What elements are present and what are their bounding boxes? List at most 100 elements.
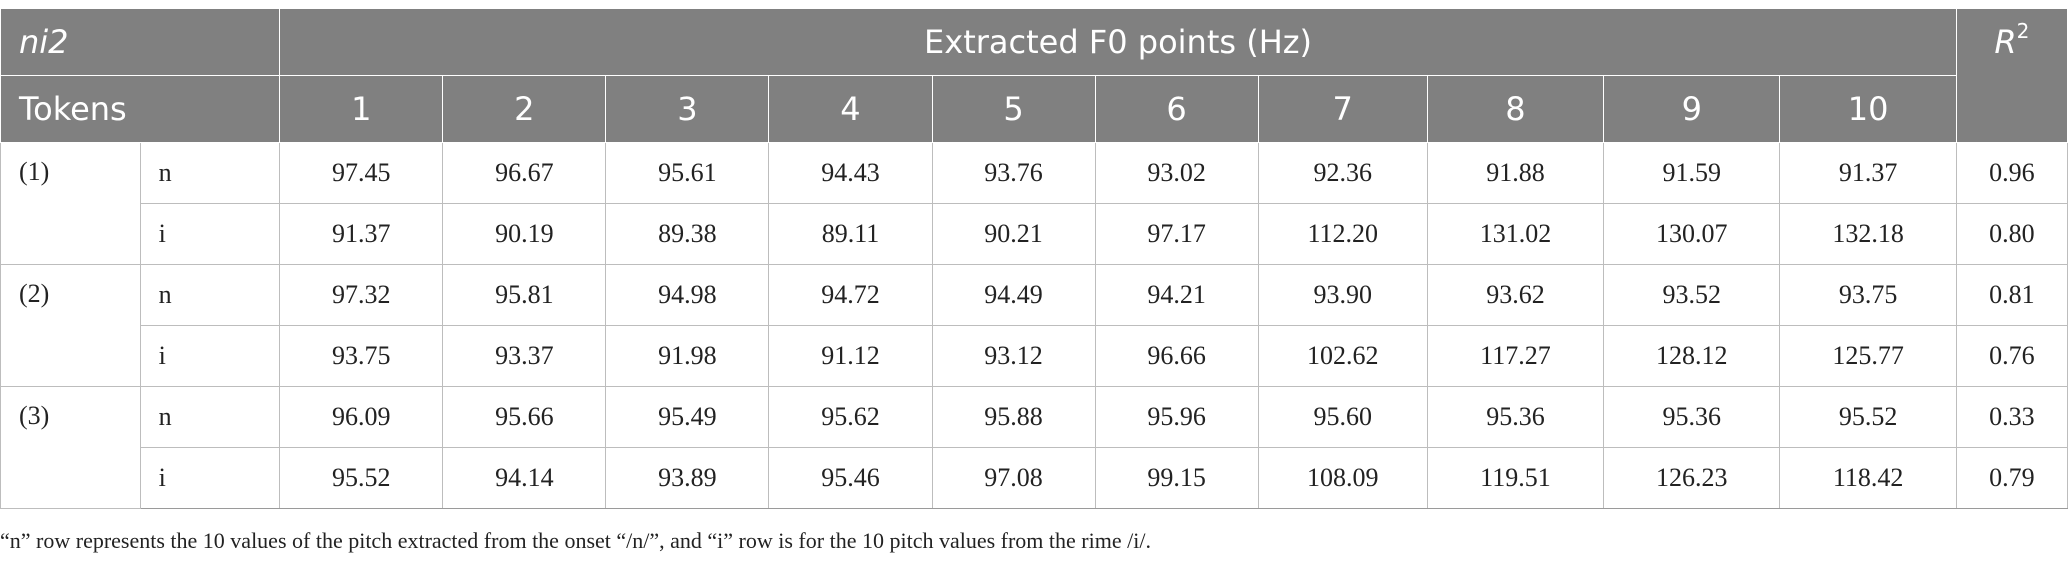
table-row: i 91.37 90.19 89.38 89.11 90.21 97.17 112.20 131… — [1, 203, 2068, 265]
point-header-5: 5 — [931, 75, 1096, 143]
r2-value-cell: 0.80 — [1955, 203, 2068, 265]
f0-value-cell: 95.36 — [1426, 386, 1605, 448]
f0-value-cell: 93.89 — [605, 447, 770, 509]
f0-value-cell: 126.23 — [1603, 447, 1781, 509]
f0-value-cell: 93.76 — [931, 142, 1096, 204]
table-row: (1) n 97.45 96.67 95.61 94.43 93.76 93.02 92.36 9… — [0, 142, 2068, 265]
f0-table: ni2 Extracted F0 points (Hz) R2 Tokens 1… — [0, 8, 2068, 509]
f0-value-cell: 95.49 — [605, 386, 770, 448]
f0-value-cell: 91.98 — [605, 325, 770, 387]
f0-value-cell: 96.09 — [279, 386, 444, 448]
point-header-1: 1 — [279, 75, 444, 143]
f0-value-cell: 94.14 — [442, 447, 607, 509]
token-label: (1) — [0, 142, 141, 265]
f0-value-cell: 131.02 — [1426, 203, 1605, 265]
f0-value-cell: 95.96 — [1094, 386, 1259, 448]
f0-value-cell: 94.21 — [1094, 264, 1259, 326]
segment-label: n — [139, 386, 281, 448]
f0-value-cell: 97.08 — [931, 447, 1096, 509]
f0-value-cell: 94.43 — [768, 142, 933, 204]
segment-label: i — [139, 447, 281, 509]
table-row: i 93.75 93.37 91.98 91.12 93.12 96.66 102.62 117… — [1, 325, 2068, 387]
table-body: (1) n 97.45 96.67 95.61 94.43 93.76 93.02 92.36 9… — [0, 142, 2068, 509]
segment-label: n — [139, 142, 281, 204]
f0-value-cell: 97.17 — [1094, 203, 1259, 265]
f0-table-container: ni2 Extracted F0 points (Hz) R2 Tokens 1… — [0, 8, 2068, 509]
f0-value-cell: 118.42 — [1779, 447, 1957, 509]
f0-value-cell: 132.18 — [1779, 203, 1957, 265]
f0-value-cell: 90.19 — [442, 203, 607, 265]
f0-value-cell: 93.37 — [442, 325, 607, 387]
point-header-7: 7 — [1257, 75, 1428, 143]
f0-value-cell: 95.52 — [279, 447, 444, 509]
f0-value-cell: 117.27 — [1426, 325, 1605, 387]
f0-value-cell: 91.37 — [1779, 142, 1957, 204]
f0-value-cell: 96.67 — [442, 142, 607, 204]
f0-value-cell: 93.62 — [1426, 264, 1605, 326]
table-row: (3) n 96.09 95.66 95.49 95.62 95.88 95.96 95.60 9… — [0, 386, 2068, 509]
point-header-10: 10 — [1779, 75, 1957, 143]
f0-value-cell: 93.12 — [931, 325, 1096, 387]
token-label: (3) — [0, 386, 141, 509]
f0-value-cell: 93.52 — [1603, 264, 1781, 326]
f0-value-cell: 130.07 — [1603, 203, 1781, 265]
table-row: (2) n 97.32 95.81 94.98 94.72 94.49 94.21 93.90 9… — [0, 264, 2068, 387]
table-footnote: “n” row represents the 10 values of the … — [0, 528, 1151, 553]
r2-value-cell: 0.76 — [1955, 325, 2068, 387]
f0-value-cell: 95.62 — [768, 386, 933, 448]
f0-value-cell: 90.21 — [931, 203, 1096, 265]
f0-value-cell: 95.60 — [1257, 386, 1428, 448]
f0-value-cell: 95.36 — [1603, 386, 1781, 448]
f0-value-cell: 97.32 — [279, 264, 444, 326]
f0-value-cell: 95.52 — [1779, 386, 1957, 448]
segment-label: i — [139, 325, 281, 387]
f0-value-cell: 97.45 — [279, 142, 444, 204]
f0-value-cell: 96.66 — [1094, 325, 1259, 387]
f0-value-cell: 91.59 — [1603, 142, 1781, 204]
corner-label: ni2 — [0, 8, 281, 76]
f0-value-cell: 95.61 — [605, 142, 770, 204]
f0-value-cell: 95.88 — [931, 386, 1096, 448]
point-header-9: 9 — [1603, 75, 1781, 143]
point-header-6: 6 — [1094, 75, 1259, 143]
f0-value-cell: 99.15 — [1094, 447, 1259, 509]
r2-value-cell: 0.33 — [1955, 386, 2068, 448]
point-header-4: 4 — [768, 75, 933, 143]
f0-value-cell: 95.66 — [442, 386, 607, 448]
header-row-2: Tokens 1 2 3 4 5 6 7 8 9 10 — [0, 75, 2068, 143]
f0-value-cell: 89.38 — [605, 203, 770, 265]
tokens-header: Tokens — [0, 75, 281, 143]
f0-value-cell: 91.12 — [768, 325, 933, 387]
f0-value-cell: 94.98 — [605, 264, 770, 326]
f0-value-cell: 94.72 — [768, 264, 933, 326]
table-row: i 95.52 94.14 93.89 95.46 97.08 99.15 108.09 119… — [1, 447, 2068, 509]
f0-value-cell: 95.81 — [442, 264, 607, 326]
f0-value-cell: 93.75 — [279, 325, 444, 387]
r2-label: R — [1994, 23, 2017, 61]
point-header-8: 8 — [1426, 75, 1605, 143]
point-header-2: 2 — [442, 75, 607, 143]
r2-header: R2 — [1955, 8, 2068, 143]
f0-value-cell: 93.90 — [1257, 264, 1428, 326]
token-label: (2) — [0, 264, 141, 387]
f0-value-cell: 91.37 — [279, 203, 444, 265]
f0-value-cell: 102.62 — [1257, 325, 1428, 387]
f0-value-cell: 91.88 — [1426, 142, 1605, 204]
table-header: ni2 Extracted F0 points (Hz) R2 Tokens 1… — [0, 8, 2068, 143]
group-header: Extracted F0 points (Hz) — [279, 8, 1957, 76]
point-header-3: 3 — [605, 75, 770, 143]
segment-label: i — [139, 203, 281, 265]
r2-value-cell: 0.79 — [1955, 447, 2068, 509]
f0-value-cell: 92.36 — [1257, 142, 1428, 204]
f0-value-cell: 108.09 — [1257, 447, 1428, 509]
segment-label: n — [139, 264, 281, 326]
f0-value-cell: 119.51 — [1426, 447, 1605, 509]
f0-value-cell: 94.49 — [931, 264, 1096, 326]
r2-value-cell: 0.81 — [1955, 264, 2068, 326]
r2-value-cell: 0.96 — [1955, 142, 2068, 204]
f0-value-cell: 95.46 — [768, 447, 933, 509]
f0-value-cell: 93.75 — [1779, 264, 1957, 326]
f0-value-cell: 93.02 — [1094, 142, 1259, 204]
f0-value-cell: 128.12 — [1603, 325, 1781, 387]
f0-value-cell: 112.20 — [1257, 203, 1428, 265]
